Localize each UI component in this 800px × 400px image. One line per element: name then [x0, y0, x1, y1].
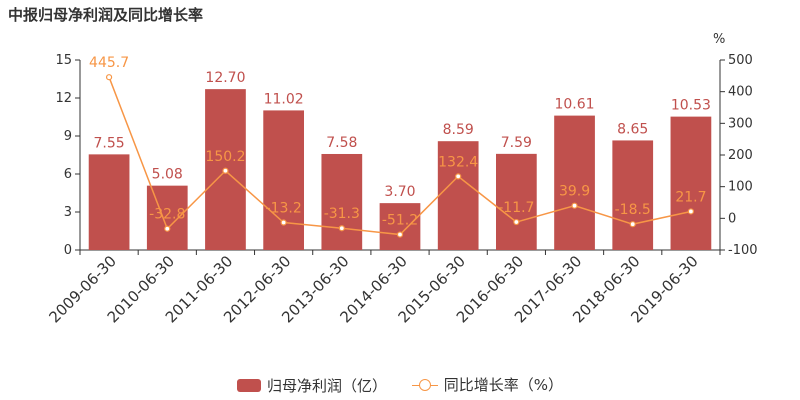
legend-line-swatch [411, 378, 438, 392]
line-data-label: -13.2 [266, 201, 302, 217]
y-right-tick-label: 200 [728, 148, 753, 163]
bar-data-label: 12.70 [205, 70, 245, 86]
bar-data-label: 10.61 [554, 97, 594, 113]
bar [554, 115, 595, 251]
line-data-label: 445.7 [89, 55, 129, 71]
bar [612, 140, 654, 250]
line-point [164, 225, 171, 232]
bar-data-label: 8.59 [443, 122, 474, 138]
legend: 归母净利润（亿） 同比增长率（%） [0, 374, 800, 396]
bar-data-label: 7.59 [501, 135, 532, 151]
line-point [571, 202, 578, 209]
bar-data-label: 5.08 [152, 167, 183, 183]
bar [379, 203, 421, 250]
line-data-label: -11.7 [498, 200, 534, 216]
bar [321, 153, 363, 250]
line-point [513, 218, 520, 226]
line-point [455, 173, 462, 180]
line-data-label: 132.4 [438, 154, 478, 170]
bar-data-label: 7.58 [326, 135, 357, 151]
line-data-label: 150.2 [205, 149, 245, 165]
y-left-tick-label: 9 [64, 129, 72, 144]
line-point [396, 231, 404, 238]
line-point [687, 208, 695, 215]
line-data-label: -32.8 [149, 207, 185, 223]
line-data-label: -18.5 [615, 202, 651, 218]
line-point [222, 167, 229, 174]
line-data-label: 39.9 [559, 184, 590, 200]
line-data-label: -51.2 [382, 213, 418, 229]
y-left-tick-label: 15 [55, 53, 72, 68]
line-data-label: 21.7 [675, 189, 706, 205]
legend-bar-swatch [236, 378, 261, 392]
legend-bar-label: 归母净利润（亿） [266, 376, 387, 395]
bar [146, 185, 188, 250]
y-right-tick-label: 0 [728, 211, 736, 226]
y-right-tick-label: 300 [728, 116, 753, 131]
bar [670, 116, 712, 251]
bar [496, 153, 537, 250]
y-left-tick-label: 0 [64, 243, 72, 258]
line-data-label: -31.3 [324, 206, 360, 222]
bar [263, 110, 304, 250]
legend-item-bar[interactable]: 归母净利润（亿） [236, 375, 387, 396]
bar-data-label: 3.70 [384, 184, 415, 200]
y-left-tick-label: 3 [64, 205, 72, 220]
bar [437, 141, 479, 250]
bar-data-label: 11.02 [264, 91, 304, 107]
bar-data-label: 10.53 [671, 98, 711, 114]
line-point [280, 219, 287, 226]
y-left-tick-label: 6 [64, 167, 72, 182]
bar [88, 154, 130, 250]
chart-title: 中报归母净利润及同比增长率 [8, 6, 204, 24]
line-point [338, 225, 345, 232]
bar-data-label: 8.65 [617, 121, 648, 137]
y-right-tick-label: 400 [728, 85, 753, 100]
y-right-tick-label: 100 [728, 180, 753, 195]
y-right-tick-label: 500 [728, 53, 753, 68]
line-point [629, 221, 636, 228]
legend-line-label: 同比增长率（%） [443, 376, 564, 394]
y-right-tick-label: -100 [728, 243, 758, 258]
line-point [105, 74, 113, 81]
bar-data-label: 7.55 [94, 135, 125, 151]
y-left-tick-label: 12 [55, 91, 72, 106]
y-right-unit: % [713, 32, 725, 47]
legend-item-line[interactable]: 同比增长率（%） [411, 374, 564, 395]
